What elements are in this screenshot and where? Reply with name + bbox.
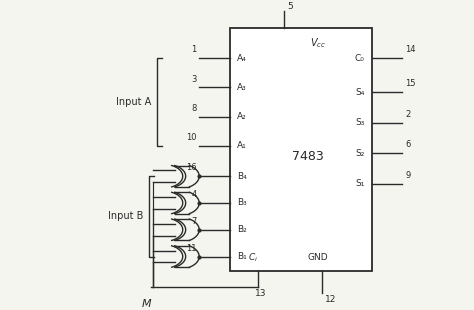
- Text: A₄: A₄: [237, 54, 247, 63]
- Text: 8: 8: [191, 104, 197, 113]
- Text: S₄: S₄: [355, 88, 365, 97]
- Text: A₂: A₂: [237, 112, 247, 121]
- Text: 11: 11: [186, 244, 197, 253]
- Text: S₂: S₂: [355, 148, 365, 157]
- Text: C₀: C₀: [355, 54, 365, 63]
- Text: Input B: Input B: [108, 211, 143, 221]
- Text: $V_{cc}$: $V_{cc}$: [310, 37, 326, 51]
- Text: $C_i$: $C_i$: [247, 251, 257, 264]
- Text: B₃: B₃: [237, 198, 247, 207]
- Text: 7483: 7483: [292, 150, 324, 163]
- Text: B₁: B₁: [237, 252, 247, 261]
- Text: B₂: B₂: [237, 225, 247, 234]
- Text: GND: GND: [308, 253, 328, 262]
- Bar: [230, 28, 372, 271]
- Text: 7: 7: [191, 217, 197, 226]
- Text: 3: 3: [191, 74, 197, 83]
- Text: 16: 16: [186, 163, 197, 172]
- Text: A₃: A₃: [237, 83, 247, 92]
- Text: 5: 5: [288, 2, 293, 11]
- Text: 1: 1: [191, 45, 197, 54]
- Text: 6: 6: [405, 140, 410, 149]
- Text: B₄: B₄: [237, 172, 247, 181]
- Text: 14: 14: [405, 45, 416, 54]
- Text: S₁: S₁: [355, 179, 365, 188]
- Text: S₃: S₃: [355, 118, 365, 127]
- Text: 4: 4: [191, 190, 197, 199]
- Text: A₁: A₁: [237, 141, 247, 150]
- Text: 10: 10: [186, 133, 197, 142]
- Text: 12: 12: [325, 295, 336, 304]
- Text: 2: 2: [405, 110, 410, 119]
- Text: 13: 13: [255, 289, 266, 298]
- Text: M: M: [141, 299, 151, 309]
- Text: 15: 15: [405, 79, 416, 88]
- Text: 9: 9: [405, 170, 410, 180]
- Text: Input A: Input A: [116, 97, 151, 107]
